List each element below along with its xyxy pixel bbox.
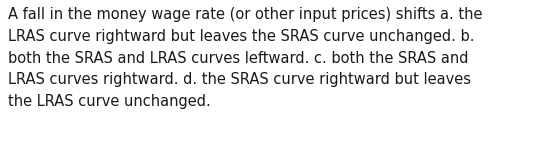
Text: A fall in the money wage rate (or other input prices) shifts a. the
LRAS curve r: A fall in the money wage rate (or other … bbox=[8, 7, 483, 109]
